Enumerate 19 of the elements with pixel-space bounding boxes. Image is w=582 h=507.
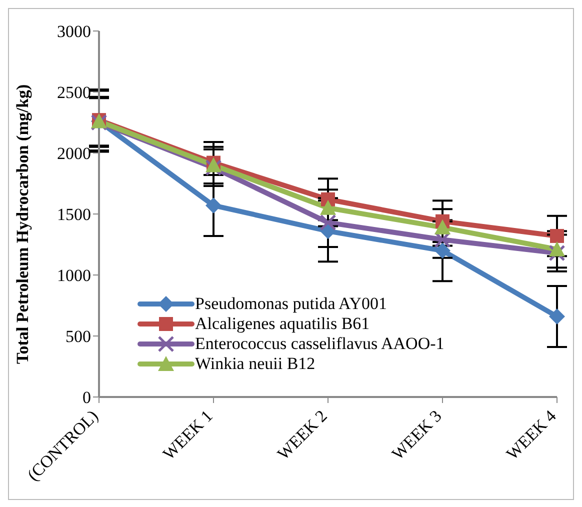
y-tick-label: 3000 (57, 22, 91, 42)
legend-label: Alcaligenes aquatilis B61 (195, 314, 370, 334)
point (434, 242, 450, 259)
y-tick-label: 2000 (57, 144, 91, 164)
point (550, 228, 564, 243)
point (434, 219, 450, 234)
legend-label: Winkia neuii B12 (195, 354, 316, 374)
legend-label: Enterococcus casseliflavus AAOO-1 (195, 334, 444, 354)
legend-label: Pseudomonas putida AY001 (195, 294, 388, 314)
point (549, 308, 565, 324)
point (320, 200, 336, 215)
point (206, 197, 222, 214)
y-tick-label: 500 (66, 327, 91, 346)
y-tick-label: 2500 (57, 83, 91, 102)
y-tick-label: 0 (82, 388, 91, 408)
point (549, 241, 565, 256)
y-tick-label: 1000 (57, 266, 91, 286)
y-axis-title: Total Petroleum Hydrocarbon (mg/kg) (13, 84, 32, 364)
y-tick-label: 1500 (57, 205, 91, 224)
